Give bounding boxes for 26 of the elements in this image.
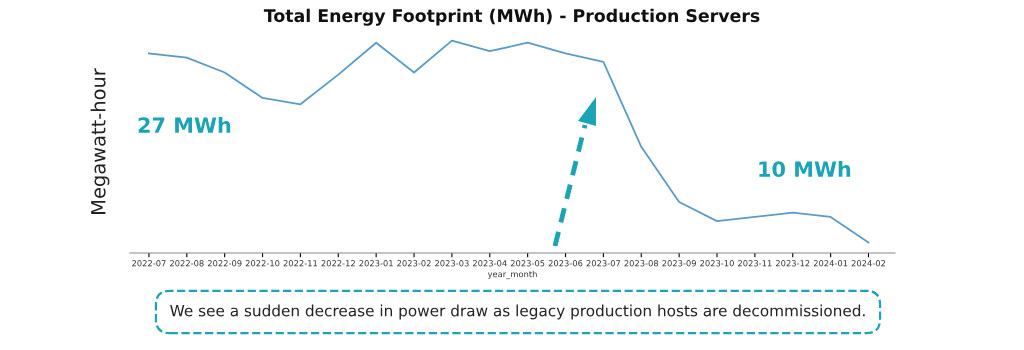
x-tick-label: 2022-12 — [321, 260, 355, 267]
text: We see a sudden decrease in power draw as legacy production hosts are decommissioned. — [170, 304, 865, 320]
annotation: 10 MWh — [759, 160, 851, 178]
chart-title: Total Energy Footprint (MWh) - Production Servers — [263, 8, 760, 26]
y-axis-title: Megawatt-hour — [90, 68, 110, 214]
x-tick-label: 2022-09 — [207, 260, 242, 267]
x-tick-label: 2023-05 — [510, 260, 545, 267]
x-tick-label: 2023-07 — [586, 260, 621, 267]
x-tick-label: 2022-10 — [245, 260, 280, 267]
x-tick-label: 2022-08 — [170, 260, 204, 267]
x-tick-label: 2023-11 — [738, 260, 772, 267]
x-tick-label: 2023-09 — [662, 260, 696, 267]
x-tick-label: 2024-02 — [851, 260, 886, 267]
x-tick-label: 2022-07 — [132, 260, 166, 267]
x-tick-label: 2023-06 — [548, 260, 583, 267]
x-tick-label: 2023-12 — [775, 260, 810, 267]
x-axis-title: year_month — [487, 270, 537, 280]
x-tick-label: 2024-01 — [813, 260, 848, 267]
x-tick-label: 2023-01 — [359, 260, 393, 267]
annotation: 27 MWh — [138, 116, 231, 133]
x-tick-label: 2023-04 — [472, 260, 507, 267]
x-tick-label: 2022-11 — [283, 260, 318, 267]
x-tick-label: 2023-02 — [397, 260, 431, 267]
x-tick-label: 2023-03 — [435, 260, 469, 267]
x-tick-label: 2023-08 — [624, 260, 659, 267]
x-tick-label: 2023-10 — [700, 260, 734, 267]
